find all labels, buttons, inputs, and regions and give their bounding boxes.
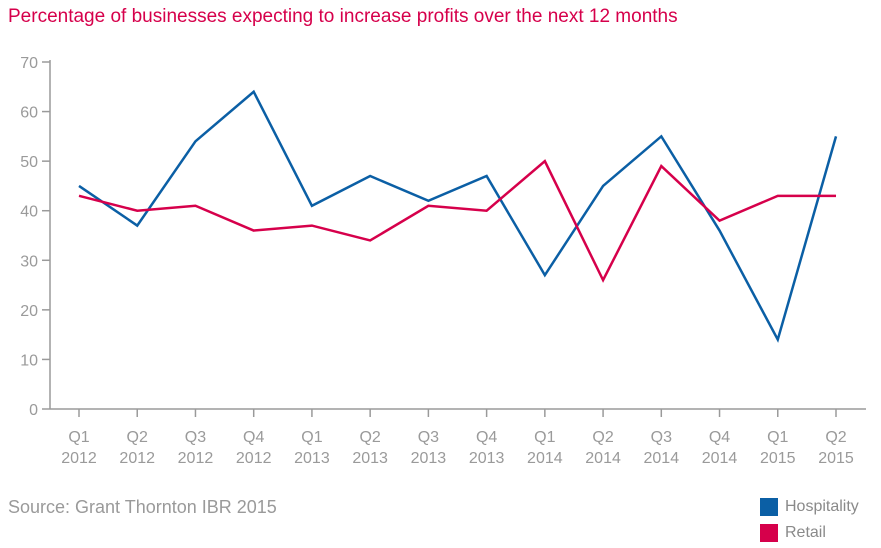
legend-label-hospitality: Hospitality [785,498,859,515]
series-line-retail [78,159,836,283]
x-tick-label: 2012 [178,450,214,467]
legend-item-hospitality: Hospitality [760,498,859,516]
source-note: Source: Grant Thornton IBR 2015 [8,497,277,517]
x-tick-label: Q2 [825,429,846,446]
x-tick-label: 2013 [469,450,505,467]
x-tick-label: 2012 [119,450,155,467]
legend-label-retail: Retail [785,524,826,541]
x-tick-label: 2015 [760,450,796,467]
x-tick-label: Q3 [651,429,672,446]
y-tick-label: 30 [20,253,38,270]
x-tick-label: Q1 [767,429,788,446]
y-tick-label: 20 [20,303,38,320]
x-tick-label: 2015 [818,450,854,467]
x-tick-label: Q2 [127,429,148,446]
x-tick-label: Q4 [476,429,497,446]
x-tick-label: 2014 [527,450,563,467]
x-tick-label: 2012 [236,450,272,467]
x-tick-label: Q1 [68,429,89,446]
x-tick-label: Q3 [418,429,439,446]
x-tick-label: 2013 [411,450,447,467]
y-tick-label: 60 [20,105,38,122]
y-tick-label: 50 [20,154,38,171]
x-tick-label: Q2 [359,429,380,446]
y-tick-label: 40 [20,204,38,221]
legend-swatch-hospitality [760,498,778,516]
x-tick-label: Q1 [534,429,555,446]
x-tick-label: Q4 [709,429,730,446]
y-tick-label: 0 [29,402,38,419]
x-tick-label: 2013 [352,450,388,467]
x-tick-label: Q4 [243,429,264,446]
y-tick-label: 70 [20,55,38,72]
x-tick-label: Q2 [592,429,613,446]
legend-item-retail: Retail [760,524,826,542]
y-tick-label: 10 [20,352,38,369]
x-tick-label: Q3 [185,429,206,446]
series-line-hospitality [78,89,838,343]
x-tick-label: 2013 [294,450,330,467]
x-tick-label: Q1 [301,429,322,446]
x-tick-label: 2012 [61,450,97,467]
legend-swatch-retail [760,524,778,542]
chart-title: Percentage of businesses expecting to in… [8,6,678,27]
x-tick-label: 2014 [585,450,621,467]
x-tick-label: 2014 [644,450,680,467]
x-tick-label: 2014 [702,450,738,467]
